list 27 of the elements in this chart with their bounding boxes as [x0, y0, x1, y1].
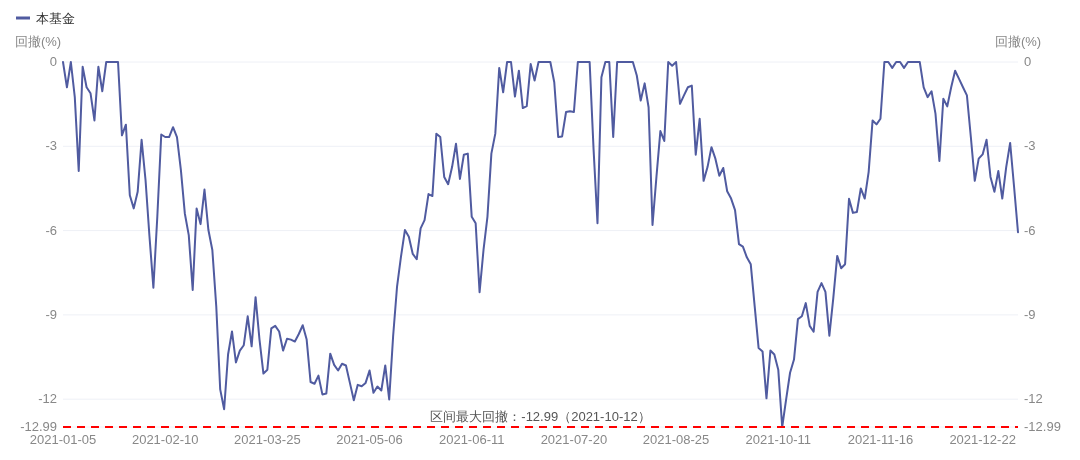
y2-tick-label: -12: [1024, 391, 1043, 407]
x-tick-label: 2021-10-11: [745, 432, 812, 447]
y2-tick-label: -6: [1024, 222, 1036, 238]
x-tick-label: 2021-05-06: [336, 432, 403, 447]
y-tick-label: -12: [38, 391, 57, 407]
y2-tick-label: -12.99: [1024, 419, 1061, 434]
legend-label: 本基金: [36, 11, 75, 26]
x-tick-label: 2021-12-22: [949, 432, 1016, 447]
y2-axis-title: 回撤(%): [994, 34, 1042, 49]
y-tick-label: -3: [45, 138, 57, 154]
y2-tick-label: -9: [1024, 306, 1036, 322]
line-series: [62, 61, 1019, 428]
y-axis-title: 回撤(%): [14, 34, 62, 49]
x-tick-label: 2021-01-05: [29, 432, 97, 447]
y-tick-label: -12.99: [20, 419, 57, 434]
x-tick-label: 2021-03-25: [234, 432, 301, 447]
x-tick-label: 2021-06-11: [438, 432, 505, 447]
x-tick-label: 2021-11-16: [847, 432, 914, 447]
y-tick-label: -6: [45, 222, 57, 238]
y2-tick-label: -3: [1024, 138, 1036, 154]
y-tick-label: -9: [45, 306, 57, 322]
y-tick-label: 0: [49, 54, 57, 69]
x-tick-label: 2021-02-10: [131, 432, 199, 447]
y2-tick-label: 0: [1024, 54, 1032, 69]
x-tick-label: 2021-07-20: [540, 432, 608, 447]
x-tick-label: 2021-08-25: [642, 432, 710, 447]
ref-line-label: 区间最大回撤：-12.99（2021-10-12）: [430, 409, 651, 424]
